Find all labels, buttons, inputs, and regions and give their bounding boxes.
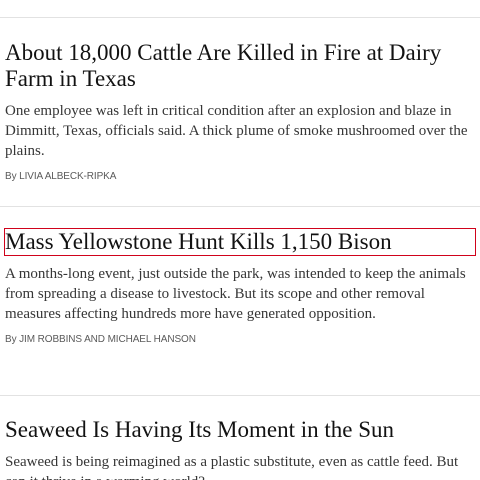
byline-authors: Jim Robbins and Michael Hanson [19,334,196,345]
article-yellowstone-bison: Mass Yellowstone Hunt Kills 1,150 Bison … [4,228,476,347]
article-seaweed: Seaweed Is Having Its Moment in the Sun … [5,417,475,480]
article-summary: Seaweed is being reimagined as a plastic… [5,454,459,480]
article-summary: A months-long event, just outside the pa… [5,266,466,322]
headline-link[interactable]: About 18,000 Cattle Are Killed in Fire a… [5,40,442,91]
divider-top [0,17,480,18]
article-summary: One employee was left in critical condit… [5,103,468,159]
byline-prefix: By [5,334,20,345]
byline: By Livia Albeck-Ripka [5,170,475,184]
divider [0,206,480,207]
article-cattle-fire: About 18,000 Cattle Are Killed in Fire a… [5,40,475,184]
byline-prefix: By [5,171,20,182]
byline-authors: Livia Albeck-Ripka [19,171,117,182]
headline-link[interactable]: Seaweed Is Having Its Moment in the Sun [5,417,395,442]
headline-link-focused[interactable]: Mass Yellowstone Hunt Kills 1,150 Bison [4,228,476,256]
divider [0,395,480,396]
byline: By Jim Robbins and Michael Hanson [5,333,475,347]
